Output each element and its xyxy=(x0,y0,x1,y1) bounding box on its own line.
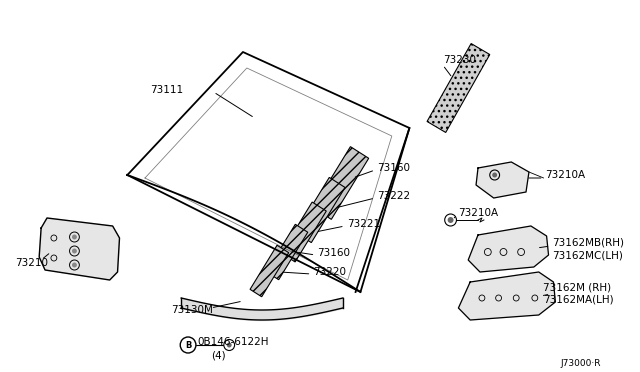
Text: 73162M (RH): 73162M (RH) xyxy=(543,283,611,293)
Text: 73222: 73222 xyxy=(377,191,410,201)
Polygon shape xyxy=(39,218,120,280)
Text: 73210A: 73210A xyxy=(458,208,499,218)
Text: 73111: 73111 xyxy=(150,85,183,95)
Text: 0B146-6122H: 0B146-6122H xyxy=(198,337,269,347)
Polygon shape xyxy=(476,162,529,198)
Circle shape xyxy=(72,234,77,240)
Text: 73162MB(RH): 73162MB(RH) xyxy=(552,237,625,247)
Polygon shape xyxy=(281,202,326,262)
Polygon shape xyxy=(250,245,289,297)
Text: 73160: 73160 xyxy=(317,248,350,258)
Text: 73220: 73220 xyxy=(314,267,346,277)
Polygon shape xyxy=(468,226,548,272)
Circle shape xyxy=(72,263,77,267)
Circle shape xyxy=(227,343,232,347)
Polygon shape xyxy=(313,147,369,219)
Polygon shape xyxy=(427,44,490,132)
Circle shape xyxy=(492,173,497,177)
Text: J73000·R: J73000·R xyxy=(560,359,601,369)
Text: 73160: 73160 xyxy=(377,163,410,173)
Text: 73130M: 73130M xyxy=(172,305,213,315)
Text: 73210A: 73210A xyxy=(545,170,586,180)
Text: 73162MC(LH): 73162MC(LH) xyxy=(552,250,623,260)
Text: 73162MA(LH): 73162MA(LH) xyxy=(543,295,613,305)
Text: 73230: 73230 xyxy=(443,55,476,65)
Polygon shape xyxy=(266,224,308,280)
Text: B: B xyxy=(185,340,191,350)
Text: (4): (4) xyxy=(212,350,226,360)
Text: 73221: 73221 xyxy=(347,219,380,229)
Polygon shape xyxy=(458,272,556,320)
Circle shape xyxy=(72,248,77,253)
Polygon shape xyxy=(296,177,345,243)
Text: 73210: 73210 xyxy=(15,258,48,268)
Circle shape xyxy=(447,217,454,223)
